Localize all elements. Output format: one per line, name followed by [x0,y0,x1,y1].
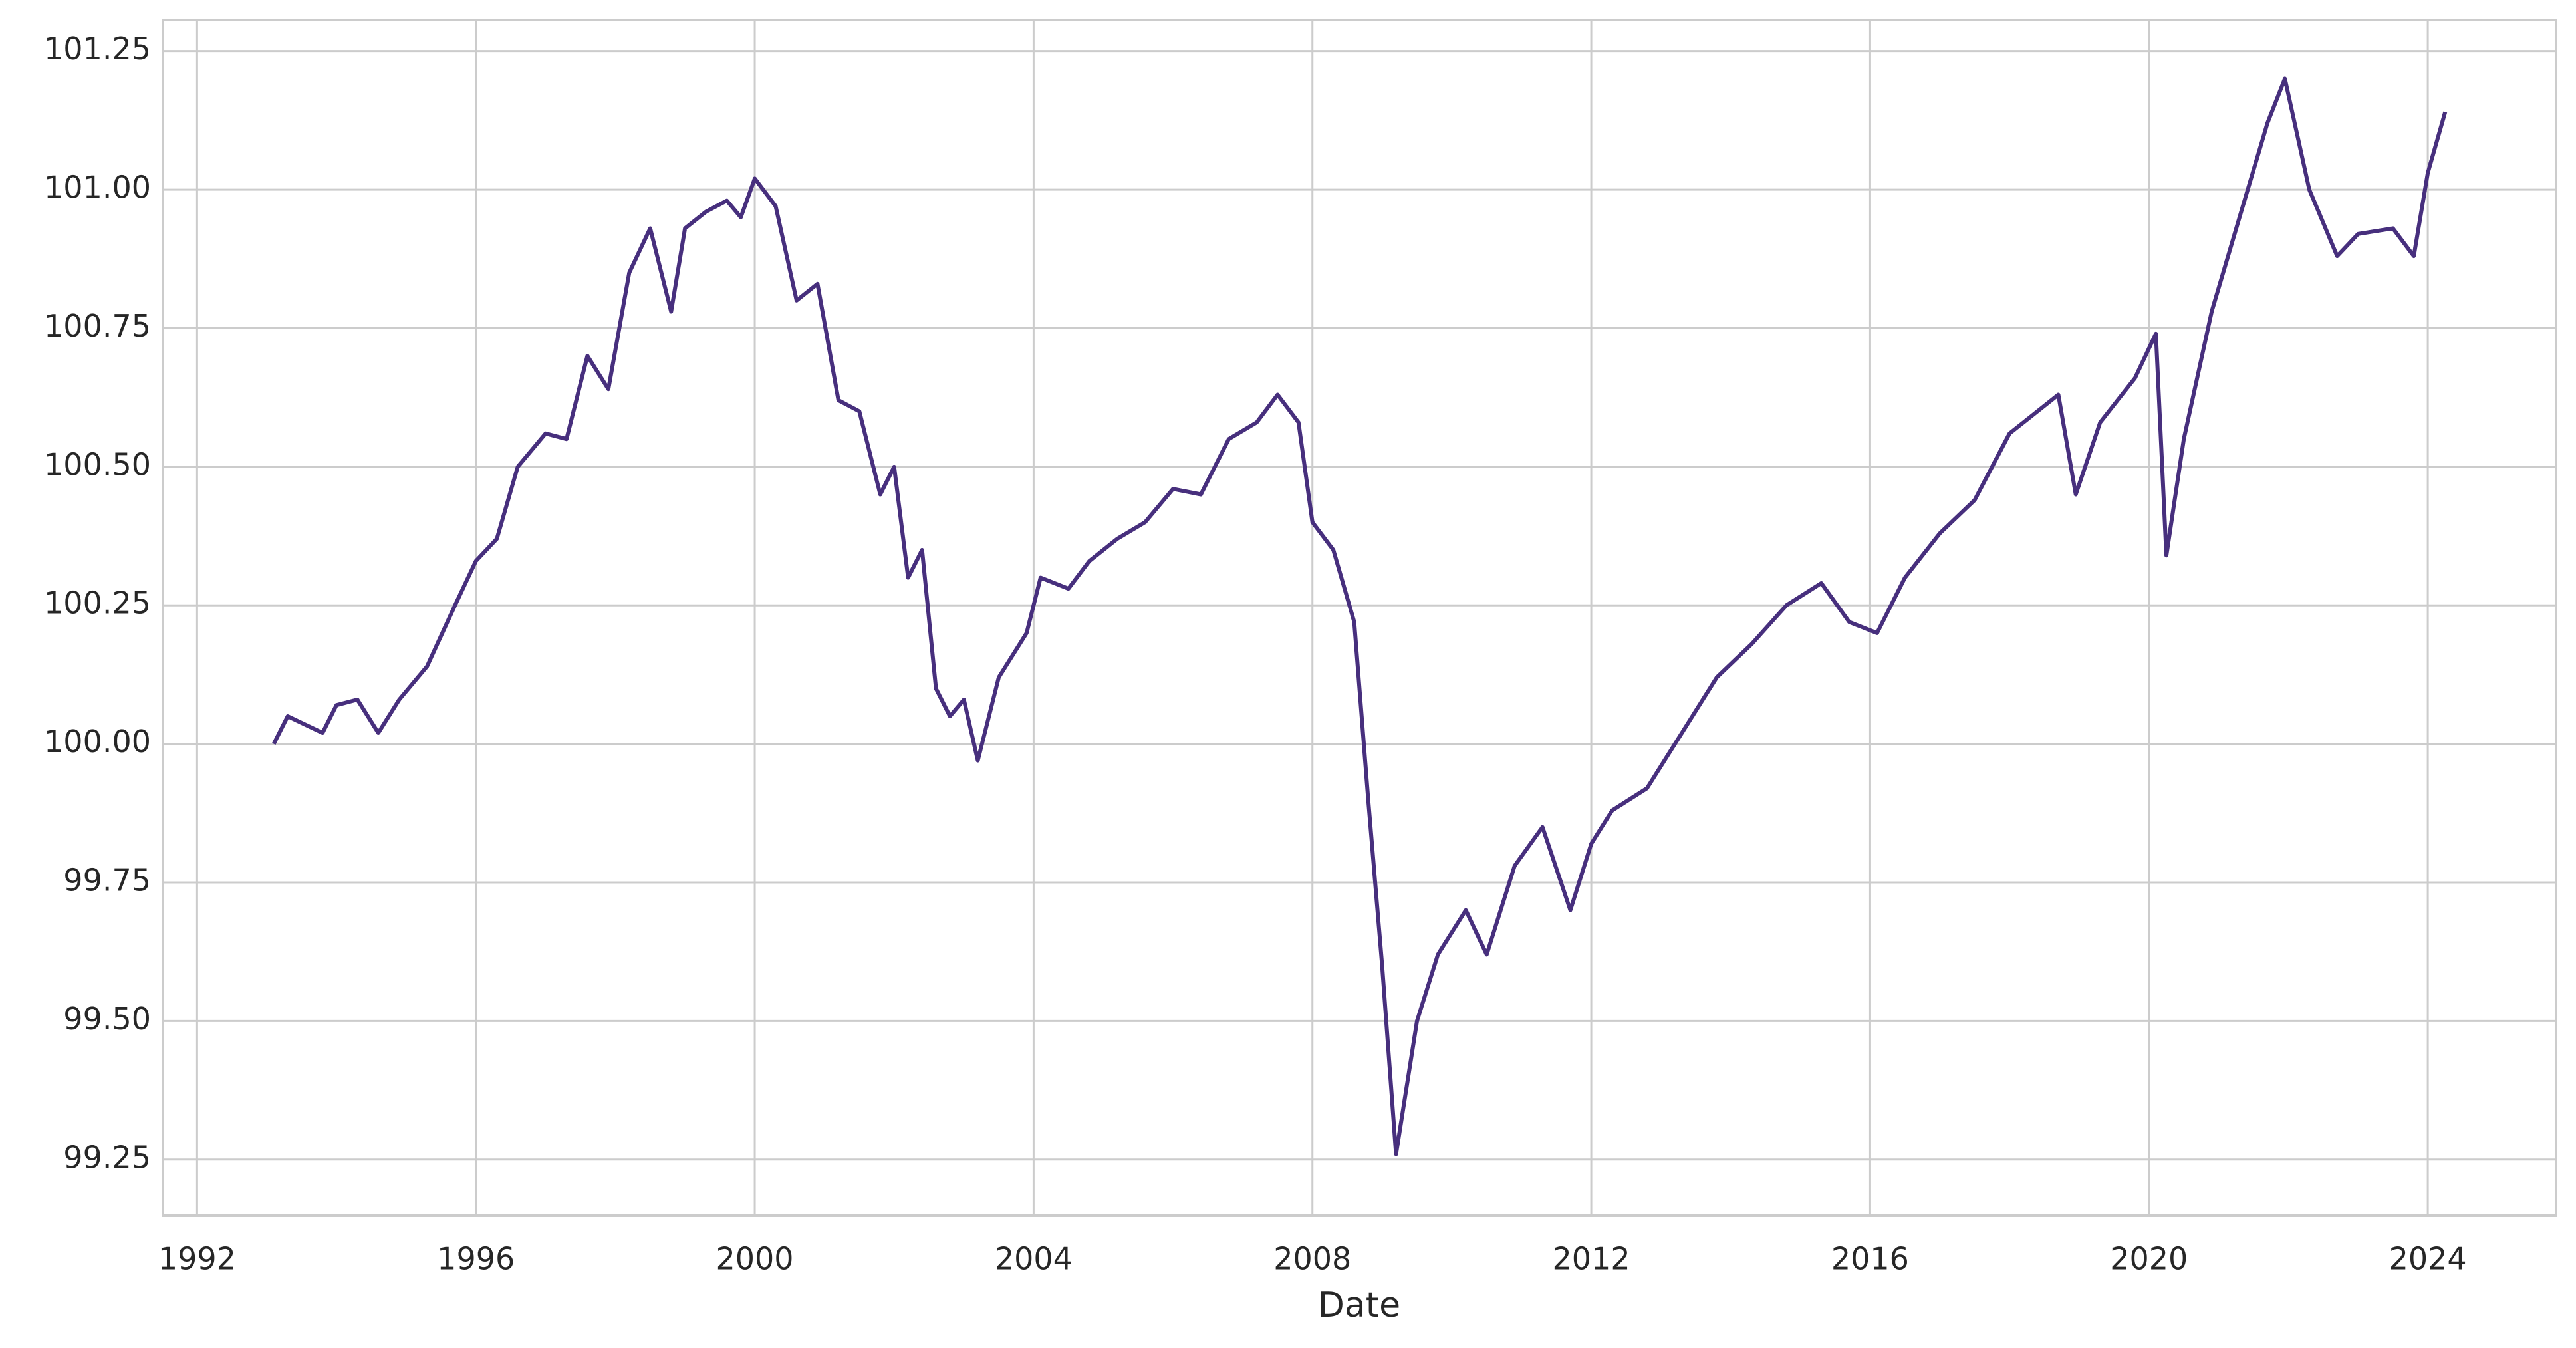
y-tick-label: 101.25 [44,31,151,67]
data-line [272,76,2448,1156]
y-tick-label: 100.75 [44,308,151,344]
y-tick-label: 100.25 [44,585,151,621]
x-axis-label: Date [1318,1285,1400,1325]
x-tick-label: 2020 [2110,1241,2188,1277]
x-tick-label: 2004 [995,1241,1073,1277]
x-tick-label: 2016 [1831,1241,1909,1277]
plot-frame [162,19,2557,1217]
x-tick-label: 2008 [1273,1241,1351,1277]
y-tick-label: 101.00 [44,170,151,205]
y-tick-label: 100.00 [44,724,151,759]
x-tick-label: 2000 [716,1241,794,1277]
x-tick-label: 1996 [437,1241,515,1277]
x-tick-label: 1992 [158,1241,236,1277]
y-tick-label: 99.50 [63,1001,151,1037]
x-tick-label: 2024 [2389,1241,2467,1277]
y-tick-label: 99.75 [63,863,151,898]
x-tick-label: 2012 [1553,1241,1630,1277]
y-tick-label: 99.25 [63,1139,151,1175]
y-tick-label: 100.50 [44,446,151,482]
